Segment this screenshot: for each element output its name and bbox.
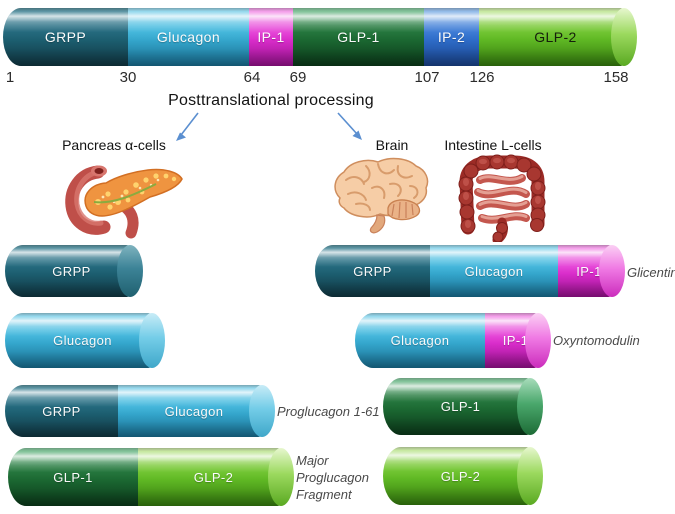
product-name-major-proglucagon-fragment: Major Proglucagon Fragment [296, 452, 369, 503]
segment-grpp-label: GRPP [52, 263, 91, 279]
cylinder-end-cap [611, 8, 637, 66]
segment-glucagon-label: Glucagon [164, 403, 224, 419]
segment-glp2: GLP-2 [479, 8, 632, 66]
segment-grpp: GRPP [3, 8, 128, 66]
segment-glp2-label: GLP-2 [440, 468, 481, 484]
segment-ip1-label: IP-1 [576, 263, 602, 279]
pancreas-illustration [65, 165, 183, 239]
segment-glp2: GLP-2 [138, 448, 289, 506]
intestine-illustration [458, 154, 546, 242]
segment-grpp-label: GRPP [42, 403, 81, 419]
residue-number-107: 107 [414, 69, 440, 86]
cylinder-end-cap [517, 378, 543, 435]
product-glp2: GLP-2 [383, 447, 543, 505]
product-oxyntomodulin: Glucagon IP-1 [355, 313, 551, 368]
cylinder-end-cap [117, 245, 143, 297]
segment-glucagon-label: Glucagon [156, 29, 221, 45]
cylinder-end-cap [525, 313, 551, 368]
cylinder-end-cap [517, 447, 543, 505]
residue-number-69: 69 [289, 69, 307, 86]
segment-glp1: GLP-1 [383, 378, 538, 435]
product-major-proglucagon-fragment: GLP-1 GLP-2 [8, 448, 294, 506]
arrow-to-brain-intestine [337, 112, 362, 140]
cylinder-end-cap [268, 448, 294, 506]
tissue-label-pancreas: Pancreas α-cells [62, 137, 166, 153]
product-name-line: Major [296, 453, 329, 468]
product-name-line: Fragment [296, 487, 352, 502]
segment-glucagon: Glucagon [355, 313, 485, 368]
segment-ip1-label: IP-1 [257, 29, 285, 45]
cylinder-end-cap [139, 313, 165, 368]
product-glp1: GLP-1 [383, 378, 543, 435]
diagram-title: Posttranslational processing [168, 92, 374, 109]
precursor-bar-body: GRPP Glucagon IP-1 GLP-1 IP-2 GLP-2 [3, 8, 632, 66]
product-name-glicentin: Glicentin [627, 265, 675, 280]
segment-glucagon: Glucagon [5, 313, 160, 368]
residue-number-64: 64 [243, 69, 261, 86]
segment-glp2-label: GLP-2 [534, 29, 577, 45]
product-name-proglucagon-1-61: Proglucagon 1-61 [277, 404, 380, 419]
cylinder-end-cap [599, 245, 625, 297]
product-name-oxyntomodulin: Oxyntomodulin [553, 333, 640, 348]
segment-ip2-label: IP-2 [437, 29, 466, 45]
segment-glp1: GLP-1 [293, 8, 424, 66]
segment-glp1-label: GLP-1 [53, 469, 93, 485]
residue-number-126: 126 [469, 69, 495, 86]
tissue-label-brain: Brain [375, 137, 409, 153]
segment-glp1-label: GLP-1 [440, 399, 481, 414]
segment-ip1: IP-1 [249, 8, 293, 66]
segment-grpp: GRPP [315, 245, 430, 297]
segment-grpp: GRPP [5, 385, 118, 437]
segment-glucagon: Glucagon [128, 8, 249, 66]
product-glucagon: Glucagon [5, 313, 165, 368]
segment-glucagon: Glucagon [118, 385, 270, 437]
proglucagon-precursor-bar: GRPP Glucagon IP-1 GLP-1 IP-2 GLP-2 [3, 8, 637, 66]
tissue-label-intestine: Intestine L-cells [444, 137, 542, 153]
segment-grpp-label: GRPP [44, 29, 87, 45]
product-grpp: GRPP [5, 245, 143, 297]
segment-glp1: GLP-1 [8, 448, 138, 506]
segment-ip2: IP-2 [424, 8, 479, 66]
cylinder-end-cap [249, 385, 275, 437]
segment-glucagon-label: Glucagon [53, 333, 112, 348]
segment-glp1-label: GLP-1 [337, 29, 380, 45]
product-name-line: Proglucagon [296, 470, 369, 485]
segment-glp2-label: GLP-2 [193, 469, 234, 485]
segment-glucagon: Glucagon [430, 245, 558, 297]
segment-glp2: GLP-2 [383, 447, 538, 505]
residue-number-30: 30 [119, 69, 137, 86]
segment-glucagon-label: Glucagon [390, 333, 450, 348]
product-proglucagon-1-61: GRPP Glucagon [5, 385, 275, 437]
segment-grpp-label: GRPP [353, 263, 392, 279]
product-glicentin: GRPP Glucagon IP-1 [315, 245, 625, 297]
segment-glucagon-label: Glucagon [464, 263, 524, 279]
residue-number-158: 158 [603, 69, 629, 86]
brain-illustration [334, 157, 429, 234]
residue-number-1: 1 [5, 69, 15, 86]
